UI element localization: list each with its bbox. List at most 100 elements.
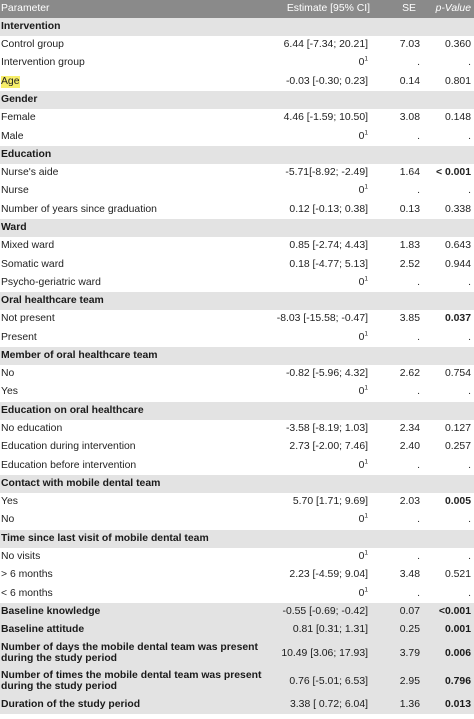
table-row: Yes 5.70 [1.71; 9.69] 2.03 0.005 bbox=[0, 493, 474, 511]
se-cell: 3.85 bbox=[399, 313, 420, 325]
table-row: Baseline knowledge -0.55 [-0.69; -0.42] 0.… bbox=[0, 602, 474, 622]
estimate-value: 4.46 [-1.59; 10.50] bbox=[283, 112, 368, 124]
se-cell: 2.40 bbox=[399, 441, 420, 453]
reference-footnote-marker: 1 bbox=[364, 458, 368, 466]
parameter-cell: Yes bbox=[1, 386, 18, 398]
pvalue-cell: < 0.001 bbox=[436, 166, 471, 178]
pvalue-cell: . bbox=[468, 331, 471, 343]
parameter-cell: Education before intervention bbox=[1, 459, 137, 471]
header-parameter: Parameter bbox=[1, 3, 50, 14]
table-row: No visits 01.. bbox=[0, 548, 474, 566]
table-header: Parameter Estimate [95% CI] SE p-Value bbox=[0, 0, 474, 18]
se-cell: . bbox=[417, 514, 420, 526]
parameter-cell: Yes bbox=[1, 496, 18, 508]
parameter-cell: < 6 months bbox=[1, 587, 53, 599]
table-row: Age -0.03 [-0.30; 0.23] 0.14 0.801 bbox=[0, 73, 474, 91]
se-cell: 0.07 bbox=[399, 605, 420, 617]
parameter-cell: Duration of the study period bbox=[1, 698, 141, 710]
se-cell: 0.25 bbox=[399, 624, 420, 636]
parameter-cell: No visits bbox=[1, 550, 41, 562]
table-row: Number of years since graduation 0.12 [-0… bbox=[0, 201, 474, 219]
section-label: Member of oral healthcare team bbox=[1, 350, 158, 362]
pvalue-cell: 0.013 bbox=[444, 698, 471, 710]
header-estimate: Estimate [95% CI] bbox=[286, 3, 370, 14]
pvalue-cell: 0.796 bbox=[444, 675, 471, 687]
section-row: Oral healthcare team bbox=[0, 292, 474, 311]
section-label: Ward bbox=[1, 222, 27, 234]
estimate-value: 0.85 [-2.74; 4.43] bbox=[289, 240, 368, 252]
parameter-cell: Number of days the mobile dental team wa… bbox=[1, 641, 258, 665]
table-row: Control group 6.44 [-7.34; 20.21] 7.03 0.36… bbox=[0, 36, 474, 54]
estimate-value: -8.03 [-15.58; -0.47] bbox=[276, 313, 368, 325]
estimate-value: 0 bbox=[358, 587, 365, 599]
estimate-cell: 01 bbox=[359, 129, 368, 143]
estimate-cell: 0.81 [0.31; 1.31] bbox=[293, 624, 368, 636]
estimate-value: 3.38 [ 0.72; 6.04] bbox=[290, 698, 368, 710]
section-label: Oral healthcare team bbox=[1, 295, 104, 307]
estimate-value: -0.03 [-0.30; 0.23] bbox=[285, 75, 368, 87]
table-row: Not present -8.03 [-15.58; -0.47] 3.85 0.03… bbox=[0, 310, 474, 328]
estimate-cell: 0.12 [-0.13; 0.38] bbox=[289, 204, 368, 216]
section-label: Education on oral healthcare bbox=[1, 404, 144, 416]
se-cell: . bbox=[417, 550, 420, 562]
estimate-cell: 2.73 [-2.00; 7.46] bbox=[289, 441, 368, 453]
se-cell: . bbox=[417, 386, 420, 398]
table-row: No 01.. bbox=[0, 511, 474, 529]
estimate-cell: 01 bbox=[358, 586, 368, 600]
parameter-cell: Nurse bbox=[1, 185, 29, 197]
se-cell: 3.08 bbox=[399, 112, 420, 124]
parameter-cell: Intervention group bbox=[1, 57, 85, 69]
estimate-cell: 01 bbox=[359, 183, 368, 197]
pvalue-cell: 0.006 bbox=[444, 647, 471, 659]
estimate-cell: 01 bbox=[359, 385, 368, 398]
se-cell: . bbox=[417, 587, 420, 599]
table-row: Female 4.46 [-1.59; 10.50] 3.08 0.148 bbox=[0, 109, 474, 127]
estimate-cell: 6.44 [-7.34; 20.21] bbox=[284, 39, 368, 51]
parameter-cell: Psycho-geriatric ward bbox=[1, 276, 101, 288]
estimate-value: -0.55 [-0.69; -0.42] bbox=[282, 605, 368, 617]
pvalue-cell: 0.360 bbox=[444, 39, 471, 50]
table-row: Duration of the study period 3.38 [ 0.72;… bbox=[0, 695, 474, 715]
section-label: Contact with mobile dental team bbox=[1, 478, 161, 490]
estimate-cell: 01 bbox=[359, 550, 368, 563]
parameter-cell: Baseline attitude bbox=[1, 624, 85, 636]
estimate-cell: 2.23 [-4.59; 9.04] bbox=[289, 569, 368, 581]
reference-footnote-marker: 1 bbox=[364, 512, 368, 520]
estimate-cell: 01 bbox=[359, 512, 368, 526]
se-cell: . bbox=[417, 57, 420, 69]
table-row: Education before intervention 01.. bbox=[0, 457, 474, 475]
se-cell: . bbox=[417, 459, 420, 471]
parameter-cell: Control group bbox=[1, 39, 64, 50]
estimate-cell: 3.38 [ 0.72; 6.04] bbox=[290, 699, 368, 711]
section-row: Time since last visit of mobile dental t… bbox=[0, 529, 474, 548]
estimate-value: 0.12 [-0.13; 0.38] bbox=[289, 203, 368, 215]
se-cell: 7.03 bbox=[399, 39, 420, 50]
pvalue-cell: 0.944 bbox=[444, 258, 471, 270]
pvalue-cell: 0.257 bbox=[444, 441, 471, 453]
table-row: Psycho-geriatric ward 01.. bbox=[0, 274, 474, 292]
se-cell: 3.79 bbox=[399, 647, 420, 659]
parameter-cell: Not present bbox=[1, 313, 55, 325]
pvalue-cell: . bbox=[468, 514, 471, 526]
se-cell: 1.64 bbox=[399, 166, 420, 178]
parameter-cell: Number of times the mobile dental team w… bbox=[1, 669, 262, 693]
parameter-cell: Nurse's aide bbox=[1, 166, 59, 178]
pvalue-cell: . bbox=[468, 386, 471, 398]
table-row: > 6 months 2.23 [-4.59; 9.04] 3.48 0.521 bbox=[0, 566, 474, 584]
section-label: Gender bbox=[1, 94, 38, 106]
estimate-cell: -0.82 [-5.96; 4.32] bbox=[286, 368, 368, 380]
pvalue-cell: 0.521 bbox=[444, 569, 471, 581]
se-cell: 2.62 bbox=[399, 368, 420, 380]
estimate-cell: -0.03 [-0.30; 0.23] bbox=[286, 76, 368, 88]
estimate-cell: 0.76 [-5.01; 6.53] bbox=[289, 676, 368, 688]
table-row: Nurse's aide -5.71[-8.92; -2.49] 1.64 < 0.0… bbox=[0, 164, 474, 182]
table-body: Intervention Control group 6.44 [-7.34; 20… bbox=[0, 18, 474, 715]
section-row: Contact with mobile dental team bbox=[0, 475, 474, 494]
estimate-value: 0 bbox=[358, 331, 365, 343]
reference-footnote-marker: 1 bbox=[364, 586, 368, 594]
table-row: Number of times the mobile dental team w… bbox=[0, 667, 474, 696]
se-cell: 2.52 bbox=[399, 258, 420, 270]
reference-footnote-marker: 1 bbox=[364, 183, 368, 191]
parameter-cell: Baseline knowledge bbox=[1, 605, 101, 617]
